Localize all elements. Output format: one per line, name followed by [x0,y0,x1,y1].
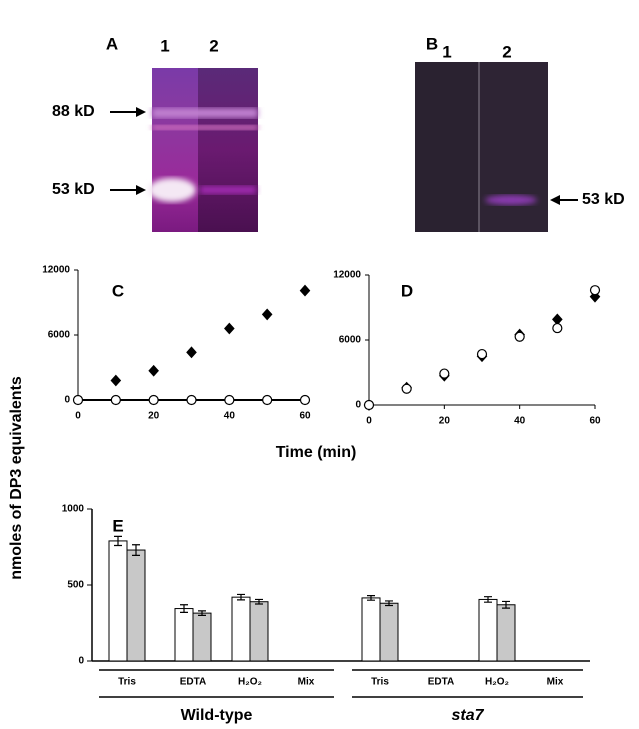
lane-label: 2 [502,42,511,61]
error-bar [180,604,188,613]
point [148,364,159,377]
bar [174,608,194,662]
gel-band [200,186,256,194]
y-tick-label: 1000 [62,504,85,515]
point [186,394,197,406]
x-tick-label: Tris [118,677,136,688]
arrow-head [136,185,146,195]
error-bar [367,595,375,601]
x-tick-label: EDTA [428,677,454,688]
y-axis-label: nmoles of DP3 equivalents [8,376,25,580]
y-tick-label: 0 [64,395,70,406]
point [186,346,197,359]
group-label: sta7 [451,707,484,724]
point [110,394,121,406]
panel-label: D [401,281,413,300]
y-tick-label: 12000 [333,270,361,281]
point [476,348,488,360]
error-bar [132,544,140,556]
marker-label: 88 kD [52,103,95,120]
gel-lane [415,62,479,232]
point [514,331,525,342]
x-tick-label: H₂O₂ [485,677,509,688]
point [401,383,412,394]
gel-band [152,125,258,130]
point [262,394,273,406]
point [439,368,450,379]
error-bar [385,600,393,607]
bar [478,598,498,662]
point [552,313,563,326]
bar [379,602,399,662]
lane-label: 1 [160,36,169,55]
x-tick-label: 60 [589,416,601,427]
arrow-head [136,107,146,117]
marker-label: 53 kD [582,191,625,208]
x-tick-label: 40 [224,411,236,422]
lane-label: 1 [442,42,451,61]
bar [126,549,146,662]
x-tick-label: Mix [298,677,315,688]
gel-a: A 1 2 88 kD 53 kD [52,34,258,232]
gel-b: B 1 2 53 kD [415,34,625,232]
y-tick-label: 500 [67,580,84,591]
lane-label: 2 [209,36,218,55]
point [224,394,235,406]
gel-band [148,178,196,202]
point [110,374,122,387]
x-tick-label: Tris [371,677,389,688]
y-tick-label: 6000 [48,330,71,341]
gel-band [485,195,537,205]
gel-lane [198,68,258,232]
point [363,399,375,411]
x-tick-label: Mix [547,677,564,688]
error-bar [255,598,263,605]
group-label: Wild-type [181,707,253,724]
y-tick-label: 6000 [339,335,362,346]
gel-lane [152,68,198,232]
error-bar [114,535,122,547]
arrow-head [550,195,560,205]
point [224,322,235,335]
bar [361,597,381,662]
panel-label: C [112,281,124,300]
panel-label: A [106,34,118,53]
x-tick-label: H₂O₂ [238,677,262,688]
error-bar [237,593,245,601]
y-tick-label: 0 [78,656,84,667]
point [148,394,159,406]
point [589,285,601,296]
x-tick-label: 0 [366,416,372,427]
x-axis-label: Time (min) [276,444,357,461]
x-tick-label: 20 [439,416,451,427]
bar [108,540,128,662]
x-tick-label: 20 [148,411,160,422]
panel-label: E [112,516,123,535]
point [299,284,311,297]
x-tick-label: 0 [75,411,81,422]
marker-label: 53 kD [52,181,95,198]
x-tick-label: EDTA [180,677,206,688]
bar [249,601,269,662]
y-tick-label: 0 [355,400,361,411]
point [552,322,563,334]
x-tick-label: 40 [514,416,526,427]
gel-band [152,108,258,118]
y-tick-label: 12000 [42,265,70,276]
bar [496,604,516,662]
point [261,308,273,321]
gel-lane [479,62,548,232]
error-bar [198,610,206,616]
x-tick-label: 60 [299,411,311,422]
bar [231,596,251,662]
panel-label: B [426,34,438,53]
error-bar [484,596,492,603]
bar [192,612,212,662]
error-bar [502,600,510,609]
point [299,394,311,406]
point [72,394,84,406]
